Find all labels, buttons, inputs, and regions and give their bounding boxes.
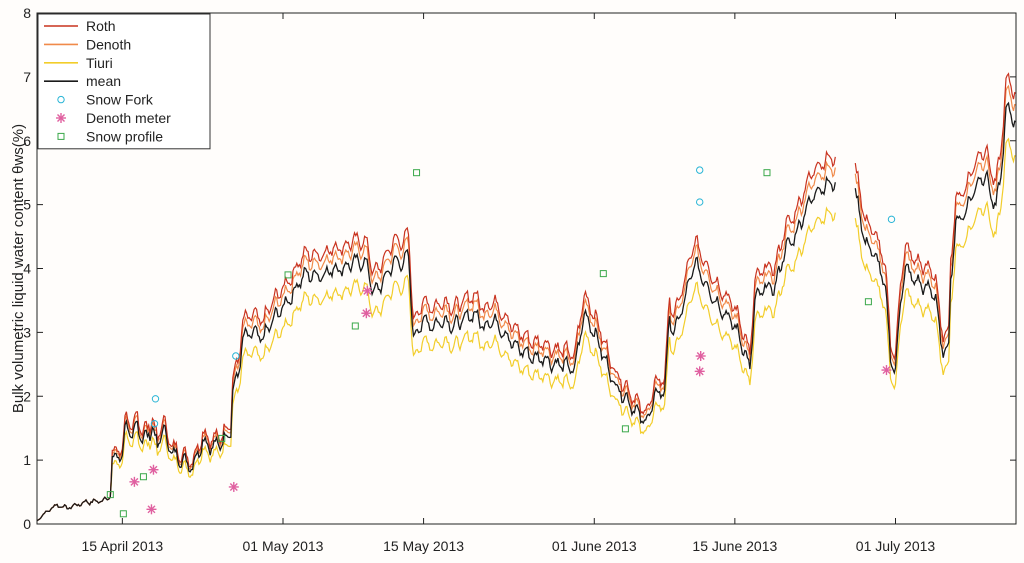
x-tick-label: 15 May 2013 bbox=[383, 538, 464, 554]
legend-swatch bbox=[57, 95, 65, 104]
legend-label: mean bbox=[86, 73, 121, 89]
legend: Roth Denoth Tiuri mean Snow Fork Denoth meter… bbox=[37, 13, 211, 150]
y-tick-label: 5 bbox=[23, 197, 31, 213]
marker-denoth-meter bbox=[148, 464, 159, 475]
marker-snow-profile bbox=[119, 510, 127, 518]
x-tick-label: 15 April 2013 bbox=[81, 538, 163, 554]
y-tick-label: 7 bbox=[23, 69, 31, 85]
marker-snow-fork bbox=[232, 352, 240, 360]
series-line-tiuri bbox=[36, 137, 1017, 522]
y-tick-label: 2 bbox=[23, 388, 31, 404]
marker-denoth-meter bbox=[362, 285, 373, 296]
marker-snow-profile bbox=[284, 271, 292, 279]
marker-denoth-meter bbox=[881, 365, 892, 376]
legend-label: Tiuri bbox=[86, 55, 113, 71]
legend-label: Denoth bbox=[86, 36, 131, 52]
y-tick-label: 6 bbox=[23, 133, 31, 149]
marker-snow-fork bbox=[696, 166, 704, 174]
marker-snow-fork bbox=[151, 395, 160, 403]
y-tick-label: 0 bbox=[23, 516, 31, 532]
marker-snow-fork bbox=[887, 215, 896, 224]
marker-denoth-meter bbox=[695, 351, 706, 362]
marker-denoth-meter bbox=[694, 366, 705, 377]
observation-markers bbox=[106, 166, 896, 518]
marker-snow-profile bbox=[218, 434, 226, 442]
marker-snow-profile bbox=[763, 169, 771, 177]
legend-item-tiuri: Tiuri bbox=[44, 55, 113, 71]
marker-snow-fork bbox=[150, 420, 159, 428]
legend-swatch bbox=[57, 132, 65, 140]
series-lines bbox=[36, 72, 1017, 522]
marker-snow-profile bbox=[599, 270, 607, 278]
x-tick-label: 15 June 2013 bbox=[692, 538, 777, 554]
x-tick-label: 01 July 2013 bbox=[856, 538, 936, 554]
legend-item-snow-profile: Snow profile bbox=[57, 128, 163, 144]
x-tick-label: 01 June 2013 bbox=[552, 538, 637, 554]
marker-snow-profile bbox=[864, 298, 872, 306]
y-axis-title: Bulk volumetric liquid water content θws… bbox=[10, 124, 27, 413]
y-tick-label: 4 bbox=[23, 261, 31, 277]
legend-item-snow-fork: Snow Fork bbox=[57, 92, 154, 108]
legend-item-denoth-meter: Denoth meter bbox=[56, 110, 171, 126]
marker-denoth-meter bbox=[129, 476, 140, 487]
series-line-mean bbox=[36, 101, 1017, 522]
series-line-denoth bbox=[36, 84, 1017, 522]
legend-item-denoth: Denoth bbox=[44, 36, 131, 52]
legend-label: Roth bbox=[86, 18, 116, 34]
marker-denoth-meter bbox=[228, 481, 239, 492]
series-line-roth bbox=[36, 72, 1017, 522]
marker-denoth-meter bbox=[146, 504, 157, 515]
axes: 0 1 2 3 4 5 6 7 8 15 April 2013 01 May 2013 15 May … bbox=[23, 5, 1017, 554]
legend-label: Snow profile bbox=[86, 128, 163, 144]
marker-snow-profile bbox=[413, 169, 421, 177]
marker-snow-profile bbox=[351, 322, 359, 330]
legend-swatch bbox=[56, 113, 66, 123]
marker-snow-profile bbox=[621, 425, 629, 433]
legend-label: Denoth meter bbox=[86, 110, 171, 126]
x-tick-label: 01 May 2013 bbox=[243, 538, 324, 554]
marker-snow-profile bbox=[106, 491, 114, 499]
legend-label: Snow Fork bbox=[86, 92, 154, 108]
y-tick-label: 3 bbox=[23, 324, 31, 340]
y-tick-label: 1 bbox=[23, 452, 31, 468]
legend-item-mean: mean bbox=[44, 73, 121, 89]
legend-item-roth: Roth bbox=[44, 18, 116, 34]
marker-snow-fork bbox=[696, 198, 704, 206]
marker-denoth-meter bbox=[361, 308, 372, 319]
marker-snow-profile bbox=[139, 473, 147, 481]
y-tick-label: 8 bbox=[23, 5, 31, 21]
